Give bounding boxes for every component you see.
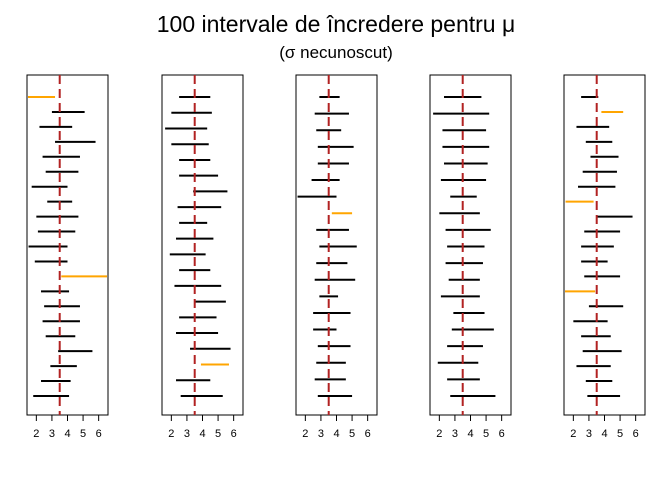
x-tick-label: 2 <box>570 428 576 440</box>
panel-frame <box>429 74 512 416</box>
x-tick-label: 3 <box>586 428 592 440</box>
x-tick-label: 3 <box>49 428 55 440</box>
panel-frame <box>295 74 378 416</box>
x-tick-label: 4 <box>467 428 473 440</box>
x-tick-label: 5 <box>617 428 623 440</box>
x-tick-label: 3 <box>184 428 190 440</box>
x-tick-label: 6 <box>96 428 102 440</box>
x-tick-label: 4 <box>601 428 607 440</box>
x-tick-label: 5 <box>80 428 86 440</box>
x-tick-label: 2 <box>33 428 39 440</box>
chart-title: 100 intervale de încredere pentru μ <box>157 11 515 37</box>
x-tick-label: 2 <box>302 428 308 440</box>
x-tick-label: 6 <box>231 428 237 440</box>
x-tick-label: 6 <box>633 428 639 440</box>
x-tick-label: 5 <box>215 428 221 440</box>
x-tick-label: 2 <box>168 428 174 440</box>
x-tick-label: 6 <box>365 428 371 440</box>
x-tick-label: 4 <box>333 428 339 440</box>
chart-subtitle: (σ necunoscut) <box>279 43 393 62</box>
x-tick-label: 3 <box>452 428 458 440</box>
x-tick-label: 6 <box>499 428 505 440</box>
x-tick-label: 2 <box>436 428 442 440</box>
x-tick-label: 4 <box>199 428 205 440</box>
x-tick-label: 5 <box>349 428 355 440</box>
x-tick-label: 3 <box>318 428 324 440</box>
x-tick-label: 5 <box>483 428 489 440</box>
x-tick-label: 4 <box>64 428 70 440</box>
